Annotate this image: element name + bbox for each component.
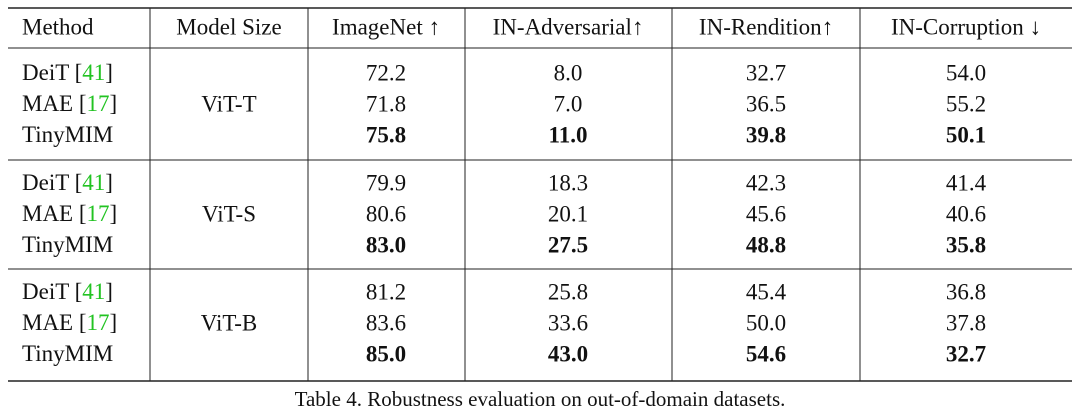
model-size: ViT-T xyxy=(201,91,256,116)
method-cell: MAE [17] xyxy=(22,91,117,116)
value-cell: 80.6 xyxy=(366,201,406,226)
value-cell: 20.1 xyxy=(548,201,588,226)
method-cell: DeiT [41] xyxy=(22,279,113,304)
value-cell: 25.8 xyxy=(548,279,588,304)
value-cell: 41.4 xyxy=(946,170,987,195)
value-cell: 54.6 xyxy=(746,341,786,366)
method-text: ] xyxy=(105,60,113,85)
method-text: DeiT [ xyxy=(22,170,82,195)
method-cell: TinyMIM xyxy=(22,122,113,147)
citation: 17 xyxy=(87,310,110,335)
value-cell: 54.0 xyxy=(946,60,986,85)
value-cell: 32.7 xyxy=(746,60,786,85)
citation: 17 xyxy=(87,91,110,116)
citation: 41 xyxy=(82,170,105,195)
method-text: DeiT [ xyxy=(22,60,82,85)
value-cell: 55.2 xyxy=(946,91,986,116)
method-text: TinyMIM xyxy=(22,232,113,257)
model-size: ViT-B xyxy=(201,310,258,335)
value-cell: 75.8 xyxy=(366,122,406,147)
value-cell: 33.6 xyxy=(548,310,588,335)
value-cell: 32.7 xyxy=(946,341,986,366)
value-cell: 42.3 xyxy=(746,170,786,195)
value-cell: 40.6 xyxy=(946,201,986,226)
value-cell: 45.6 xyxy=(746,201,786,226)
value-cell: 50.0 xyxy=(746,310,786,335)
header-cell: IN-Adversarial↑ xyxy=(493,14,644,39)
value-cell: 85.0 xyxy=(366,341,406,366)
value-cell: 81.2 xyxy=(366,279,406,304)
value-cell: 45.4 xyxy=(746,279,787,304)
method-text: ] xyxy=(110,91,118,116)
model-size: ViT-S xyxy=(202,201,256,226)
method-text: MAE [ xyxy=(22,310,87,335)
method-cell: DeiT [41] xyxy=(22,60,113,85)
value-cell: 27.5 xyxy=(548,232,588,257)
value-cell: 7.0 xyxy=(554,91,583,116)
method-text: MAE [ xyxy=(22,201,87,226)
value-cell: 72.2 xyxy=(366,60,406,85)
value-cell: 83.6 xyxy=(366,310,406,335)
citation: 17 xyxy=(87,201,110,226)
method-text: ] xyxy=(105,279,113,304)
method-text: MAE [ xyxy=(22,91,87,116)
value-cell: 79.9 xyxy=(366,170,406,195)
value-cell: 36.5 xyxy=(746,91,786,116)
method-cell: TinyMIM xyxy=(22,341,113,366)
value-cell: 11.0 xyxy=(549,122,588,147)
value-cell: 48.8 xyxy=(746,232,786,257)
value-cell: 71.8 xyxy=(366,91,406,116)
value-cell: 35.8 xyxy=(946,232,986,257)
method-text: ] xyxy=(110,201,118,226)
method-text: ] xyxy=(110,310,118,335)
method-cell: DeiT [41] xyxy=(22,170,113,195)
method-text: TinyMIM xyxy=(22,341,113,366)
citation: 41 xyxy=(82,279,105,304)
value-cell: 39.8 xyxy=(746,122,786,147)
method-text: DeiT [ xyxy=(22,279,82,304)
method-cell: MAE [17] xyxy=(22,310,117,335)
value-cell: 83.0 xyxy=(366,232,406,257)
method-cell: TinyMIM xyxy=(22,232,113,257)
value-cell: 18.3 xyxy=(548,170,588,195)
value-cell: 50.1 xyxy=(946,122,986,147)
header-cell: IN-Corruption ↓ xyxy=(891,14,1041,39)
caption: Table 4. Robustness evaluation on out-of… xyxy=(295,387,786,411)
header-cell: ImageNet ↑ xyxy=(332,14,440,39)
method-text: TinyMIM xyxy=(22,122,113,147)
method-text: ] xyxy=(105,170,113,195)
value-cell: 43.0 xyxy=(548,341,588,366)
column-separators xyxy=(149,8,861,381)
header-cell: Method xyxy=(22,14,94,39)
header-cell: IN-Rendition↑ xyxy=(699,14,833,39)
method-cell: MAE [17] xyxy=(22,201,117,226)
value-cell: 36.8 xyxy=(946,279,986,304)
value-cell: 37.8 xyxy=(946,310,986,335)
citation: 41 xyxy=(82,60,105,85)
header-cell: Model Size xyxy=(176,14,281,39)
value-cell: 8.0 xyxy=(554,60,583,85)
